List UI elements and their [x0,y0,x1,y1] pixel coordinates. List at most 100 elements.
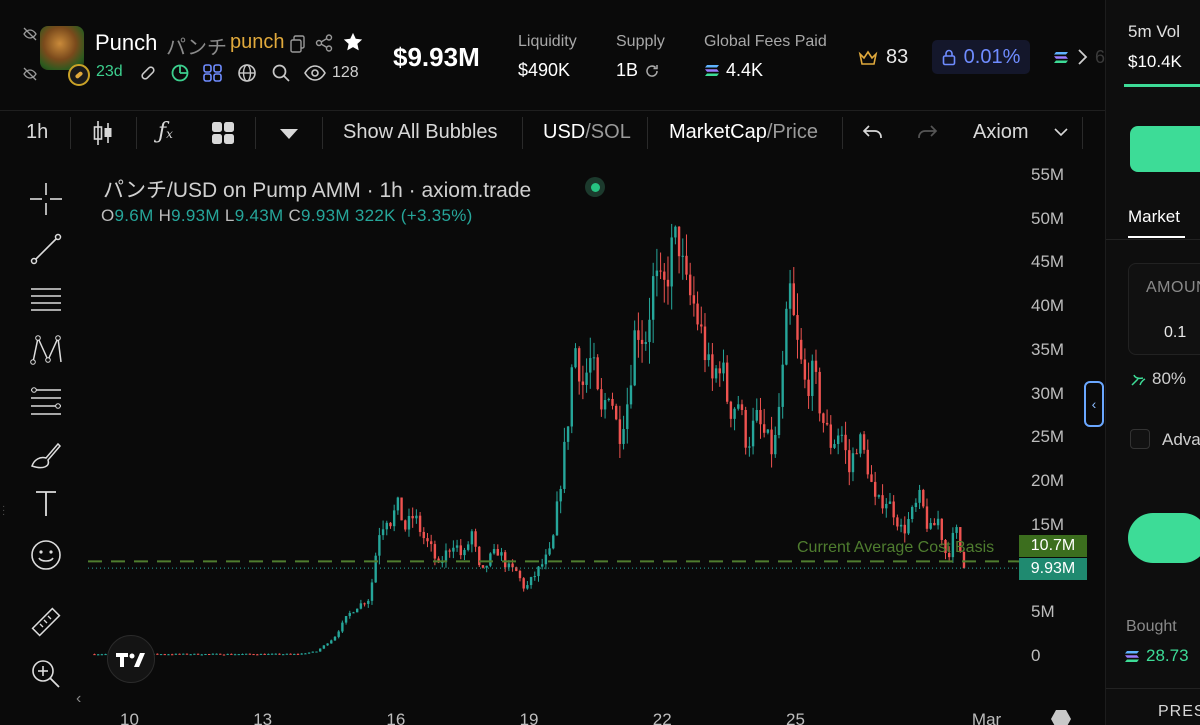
fib-levels-icon[interactable] [28,384,64,420]
eye-off-icon[interactable] [22,26,38,42]
token-ticker: punch [230,31,285,53]
candle-body [811,360,814,396]
candle-body [252,654,255,656]
token-name: Punch [95,30,158,55]
candle-body [829,424,832,448]
tab-underline [1128,236,1185,238]
indicators-icon[interactable]: ƒx [158,119,173,144]
candle-body [555,501,559,536]
candle-body [866,449,869,475]
search-icon[interactable] [271,63,291,83]
currency-toggle[interactable]: USD/SOL [543,121,631,143]
y-tick-label: 35M [1031,339,1065,359]
candle-body [289,653,292,655]
lock-icon [942,49,955,66]
candle-body [881,495,884,509]
token-avatar-group [18,26,90,88]
toolbar-divider [522,117,523,149]
candle-body [848,450,851,473]
chevron-down-icon[interactable] [1054,127,1068,137]
candle-body [219,653,222,655]
candle-body [910,507,914,519]
price-chart[interactable] [88,160,1105,725]
candle-body [629,385,633,405]
globe-icon[interactable] [237,63,257,83]
candle-body [685,255,688,275]
provider-selector[interactable]: Axiom [973,121,1029,143]
candle-body [825,422,829,425]
toolbar-divider [647,117,648,149]
drag-handle-icon[interactable]: · · · [2,501,6,520]
bundles-icon[interactable] [202,63,224,83]
candles-icon[interactable] [92,119,114,147]
candle-body [404,520,407,530]
show-bubbles-button[interactable]: Show All Bubbles [343,121,498,143]
candle-body [355,608,359,613]
zoom-in-icon[interactable] [28,656,64,692]
candle-body [918,489,921,503]
undo-icon[interactable] [862,123,884,141]
buy-button[interactable] [1128,513,1200,563]
buy-toggle-button[interactable] [1130,126,1200,172]
candle-body [670,237,673,287]
candle-body [170,654,174,656]
candle-body [788,283,792,309]
candle-body [444,550,448,563]
tax-badge[interactable]: 0.01% [932,40,1030,74]
candle-body [478,546,481,566]
stat-supply: Supply 1B [616,33,665,81]
star-icon[interactable] [342,31,364,53]
pattern-icon[interactable] [28,332,64,368]
candle-body [570,367,573,427]
candle-body [925,506,929,529]
candle-body [537,566,540,577]
stat-fees: Global Fees Paid 4.4K [704,33,827,81]
layout-grid-icon[interactable] [211,121,235,145]
caret-down-icon[interactable] [279,128,299,140]
copy-icon[interactable] [290,35,306,53]
refresh-icon[interactable] [644,63,660,79]
horizontal-lines-icon[interactable] [28,282,64,318]
stat-supply-value: 1B [616,60,665,81]
solana-icon [705,65,719,76]
candle-body [422,531,425,539]
collapse-tools-icon[interactable]: ‹ [76,690,82,707]
pie-chart-icon[interactable] [170,63,190,83]
candle-body [311,651,314,653]
top-holders-count[interactable]: 83 [858,46,908,69]
metric-toggle[interactable]: MarketCap/Price [669,121,818,143]
link-icon[interactable] [138,63,158,83]
slippage-icon [1131,374,1146,386]
candle-body [563,441,566,489]
toggle-panel-handle[interactable]: ‹ [1084,381,1104,427]
emoji-icon[interactable] [28,537,64,573]
interval-selector[interactable]: 1h [26,121,49,143]
candle-body [681,255,684,257]
amount-input[interactable]: 0.1 [1164,324,1187,341]
eye-off-icon-2[interactable] [22,66,38,82]
ruler-icon[interactable] [28,604,64,640]
hexagon-icon[interactable] [1050,709,1072,725]
slippage-setting[interactable]: 80% [1130,369,1186,389]
trend-line-icon[interactable] [28,231,64,267]
tab-market[interactable]: Market [1128,207,1180,226]
candle-body [300,653,303,655]
candle-body [781,364,784,407]
advanced-checkbox[interactable] [1130,429,1150,449]
tradingview-logo[interactable] [107,635,155,683]
text-tool-icon[interactable] [28,486,64,522]
brush-icon[interactable] [28,436,64,472]
header-scroll-right[interactable]: 6 [1053,42,1105,72]
candle-body [655,270,659,277]
share-icon[interactable] [315,34,333,52]
token-avatar[interactable] [40,26,84,70]
candle-body [803,359,807,380]
solana-icon-2 [1054,51,1068,63]
candle-body [455,545,459,548]
crosshair-icon[interactable] [28,181,64,217]
candle-body [470,531,474,545]
price-axis-strip [1019,160,1105,725]
candle-body [873,481,877,497]
redo-icon[interactable] [916,123,938,141]
candle-body [859,434,862,454]
